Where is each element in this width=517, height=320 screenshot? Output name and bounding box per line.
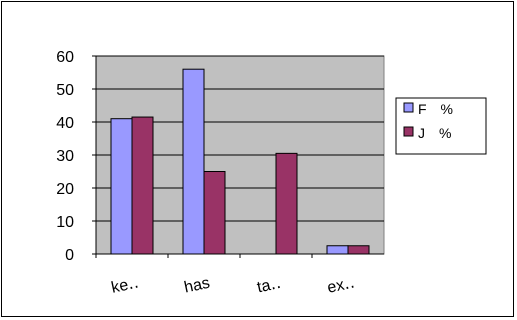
- y-tick-label: 0: [65, 247, 74, 264]
- y-tick-label: 10: [56, 214, 74, 231]
- legend-swatch: [403, 126, 414, 137]
- bar-f: [182, 68, 205, 255]
- x-axis: ke‥ has ta‥ ex‥: [95, 253, 384, 297]
- chart-frame: 0 10 20 30 40 50 60 ke‥ has ta‥ ex‥ F % J %: [1, 1, 514, 317]
- y-axis: 0 10 20 30 40 50 60: [56, 49, 97, 264]
- legend-label: F %: [418, 101, 453, 117]
- x-tick-label: has: [183, 275, 212, 297]
- y-tick-label: 60: [56, 49, 74, 66]
- bar-chart: 0 10 20 30 40 50 60 ke‥ has ta‥ ex‥ F % J %: [56, 49, 487, 297]
- bar-j: [131, 116, 154, 255]
- x-tick-label: ex‥: [326, 274, 357, 296]
- bar-f: [326, 245, 349, 255]
- y-tick-label: 40: [56, 115, 74, 132]
- y-tick-label: 20: [56, 181, 74, 198]
- x-tick-label: ta‥: [256, 275, 283, 297]
- y-tick-label: 50: [56, 82, 74, 99]
- legend-label: J %: [418, 125, 451, 141]
- bar-j: [275, 152, 298, 255]
- bar-f: [110, 118, 133, 255]
- legend-swatch: [403, 102, 414, 113]
- bar-j: [347, 245, 370, 255]
- legend: F % J %: [395, 97, 487, 155]
- bar-j: [203, 171, 226, 255]
- x-tick-label: ke‥: [110, 274, 141, 296]
- bars: [110, 68, 370, 255]
- y-tick-label: 30: [56, 148, 74, 165]
